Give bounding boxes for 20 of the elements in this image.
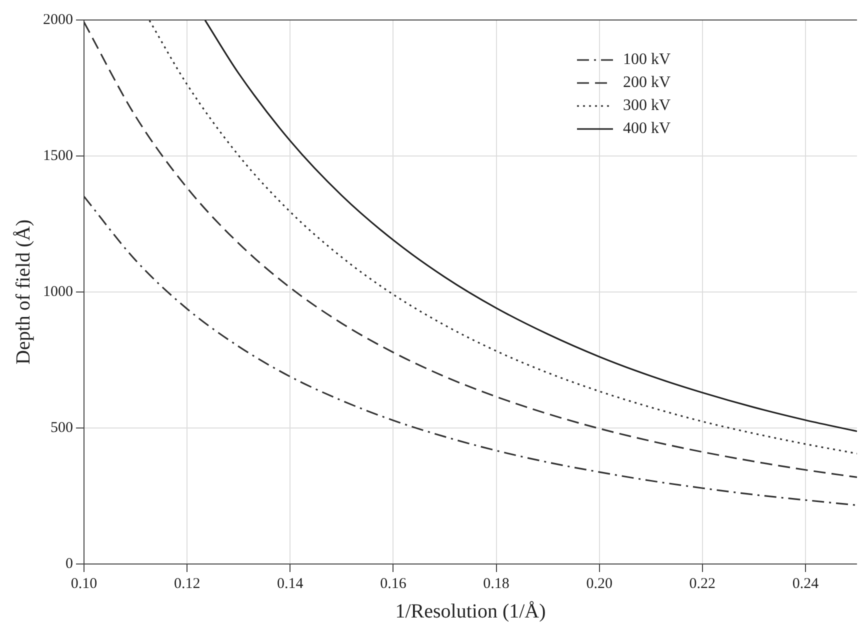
y-axis-title: Depth of field (Å) [12, 220, 34, 364]
x-tick-label: 0.12 [174, 576, 200, 592]
x-tick-label: 0.16 [380, 576, 407, 592]
x-tick-label: 0.18 [483, 576, 510, 592]
y-tick-label: 2000 [43, 12, 73, 28]
x-tick-label: 0.20 [586, 576, 612, 592]
y-tick-label: 500 [50, 420, 73, 436]
line-series [84, 196, 857, 506]
legend-label: 300 kV [623, 97, 671, 114]
x-tick-label: 0.24 [792, 576, 820, 592]
y-tick-label: 0 [66, 556, 73, 572]
x-tick-label: 0.22 [689, 576, 716, 592]
x-tick-label: 0.14 [277, 576, 304, 592]
x-tick-label: 0.10 [70, 576, 98, 592]
legend-label: 100 kV [623, 51, 671, 68]
x-axis-title: 1/Resolution (1/Å) [395, 600, 546, 622]
y-tick-label: 1500 [43, 148, 73, 164]
legend-label: 200 kV [623, 74, 671, 92]
y-tick-label: 1000 [43, 284, 73, 300]
legend-label: 400 kV [623, 120, 671, 138]
